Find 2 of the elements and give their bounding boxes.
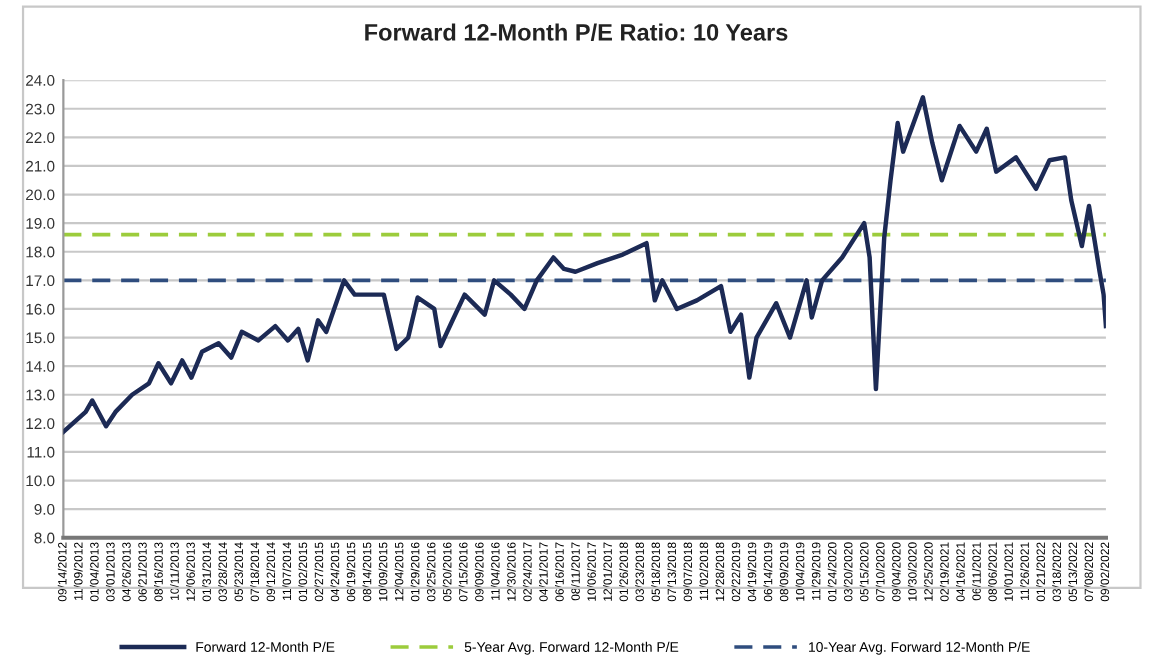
chart-title: Forward 12-Month P/E Ratio: 10 Years: [365, 23, 788, 41]
line-series: [63, 95, 1106, 435]
